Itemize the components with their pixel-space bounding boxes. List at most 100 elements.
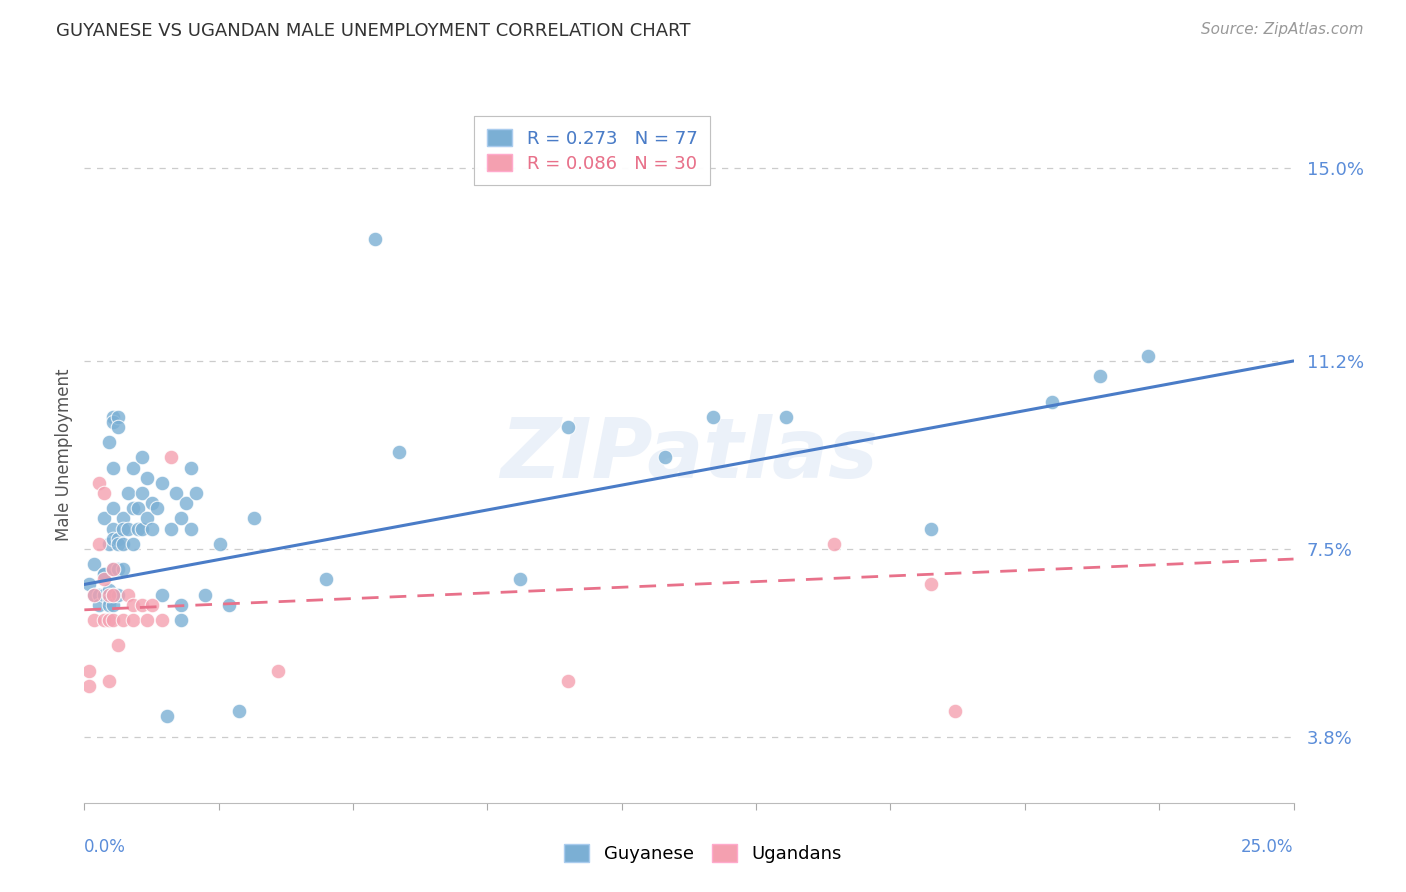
Point — [97, 537, 120, 551]
Point — [155, 709, 177, 723]
Point — [103, 501, 125, 516]
Point — [117, 522, 139, 536]
Point — [97, 588, 120, 602]
Point — [920, 522, 942, 536]
Point — [87, 598, 110, 612]
Point — [112, 613, 135, 627]
Point — [121, 501, 143, 516]
Point — [103, 598, 125, 612]
Point — [184, 486, 207, 500]
Point — [654, 450, 676, 465]
Text: 0.0%: 0.0% — [84, 838, 127, 856]
Point — [93, 613, 115, 627]
Point — [107, 588, 129, 602]
Point — [136, 471, 159, 485]
Point — [103, 460, 125, 475]
Point — [121, 613, 143, 627]
Point — [218, 598, 240, 612]
Point — [131, 522, 153, 536]
Point — [107, 420, 129, 434]
Text: Source: ZipAtlas.com: Source: ZipAtlas.com — [1201, 22, 1364, 37]
Point — [160, 522, 183, 536]
Point — [131, 486, 153, 500]
Point — [121, 598, 143, 612]
Point — [150, 475, 173, 490]
Point — [77, 664, 100, 678]
Point — [174, 496, 197, 510]
Point — [97, 435, 120, 450]
Point — [112, 511, 135, 525]
Point — [103, 415, 125, 429]
Point — [1040, 394, 1063, 409]
Point — [150, 613, 173, 627]
Point — [103, 562, 125, 576]
Point — [112, 562, 135, 576]
Point — [93, 567, 115, 582]
Point — [83, 588, 105, 602]
Point — [775, 409, 797, 424]
Point — [165, 486, 187, 500]
Point — [77, 577, 100, 591]
Point — [943, 705, 966, 719]
Point — [107, 562, 129, 576]
Point — [180, 460, 202, 475]
Point — [103, 562, 125, 576]
Text: GUYANESE VS UGANDAN MALE UNEMPLOYMENT CORRELATION CHART: GUYANESE VS UGANDAN MALE UNEMPLOYMENT CO… — [56, 22, 690, 40]
Point — [121, 537, 143, 551]
Point — [180, 522, 202, 536]
Point — [131, 598, 153, 612]
Point — [107, 537, 129, 551]
Point — [103, 409, 125, 424]
Point — [170, 613, 193, 627]
Point — [121, 460, 143, 475]
Point — [228, 705, 250, 719]
Point — [557, 673, 579, 688]
Legend: Guyanese, Ugandans: Guyanese, Ugandans — [553, 834, 853, 874]
Point — [87, 588, 110, 602]
Point — [194, 588, 217, 602]
Point — [97, 613, 120, 627]
Text: 25.0%: 25.0% — [1241, 838, 1294, 856]
Legend: R = 0.273   N = 77, R = 0.086   N = 30: R = 0.273 N = 77, R = 0.086 N = 30 — [474, 116, 710, 186]
Point — [83, 588, 105, 602]
Point — [920, 577, 942, 591]
Point — [77, 679, 100, 693]
Point — [112, 537, 135, 551]
Point — [267, 664, 290, 678]
Point — [97, 582, 120, 597]
Point — [127, 522, 149, 536]
Point — [107, 532, 129, 546]
Point — [97, 592, 120, 607]
Point — [83, 613, 105, 627]
Point — [702, 409, 724, 424]
Point — [170, 511, 193, 525]
Point — [103, 588, 125, 602]
Point — [363, 232, 385, 246]
Point — [93, 588, 115, 602]
Point — [160, 450, 183, 465]
Point — [208, 537, 231, 551]
Point — [93, 511, 115, 525]
Point — [136, 511, 159, 525]
Point — [93, 567, 115, 582]
Point — [146, 501, 169, 516]
Point — [150, 588, 173, 602]
Point — [112, 522, 135, 536]
Point — [1088, 369, 1111, 384]
Point — [87, 537, 110, 551]
Point — [93, 572, 115, 586]
Point — [117, 486, 139, 500]
Point — [242, 511, 264, 525]
Point — [823, 537, 845, 551]
Point — [131, 450, 153, 465]
Point — [103, 522, 125, 536]
Point — [97, 673, 120, 688]
Point — [93, 486, 115, 500]
Point — [83, 557, 105, 571]
Point — [141, 496, 163, 510]
Point — [1137, 349, 1160, 363]
Point — [509, 572, 531, 586]
Text: ZIPatlas: ZIPatlas — [501, 415, 877, 495]
Point — [170, 598, 193, 612]
Point — [388, 445, 411, 459]
